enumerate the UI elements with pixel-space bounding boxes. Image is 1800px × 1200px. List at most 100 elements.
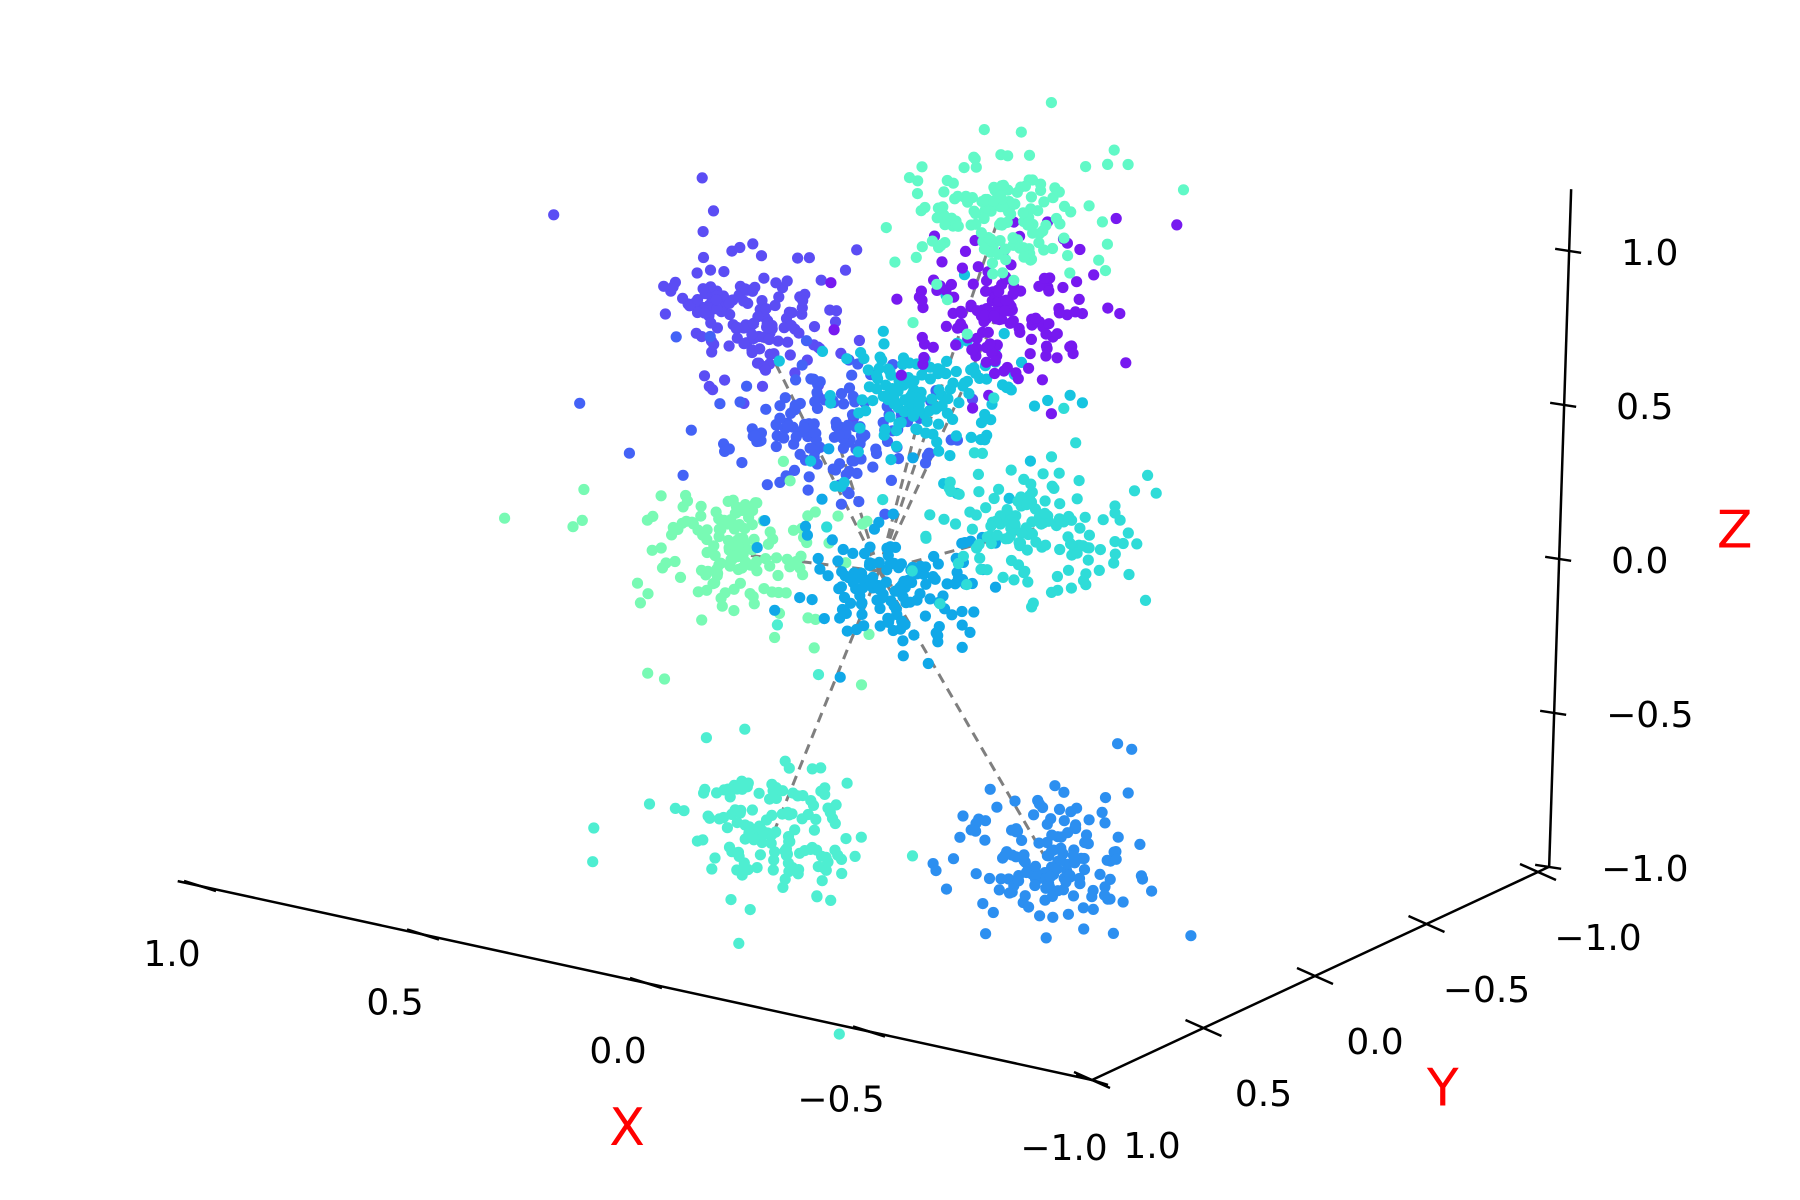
data-point (760, 303, 772, 315)
data-point (895, 416, 907, 429)
data-point (1040, 328, 1052, 340)
data-point (974, 552, 986, 564)
data-point (978, 124, 990, 136)
data-point (871, 594, 883, 606)
z-tick-label: 0.5 (1616, 387, 1673, 428)
data-point (929, 573, 941, 585)
data-point (759, 553, 772, 565)
data-point (970, 868, 982, 880)
data-point (748, 317, 760, 329)
data-point (806, 373, 818, 385)
data-point (811, 402, 824, 414)
data-point (728, 523, 741, 535)
data-point (931, 278, 943, 290)
data-point (811, 890, 823, 902)
data-point (897, 635, 909, 647)
data-point (849, 850, 861, 863)
data-point (820, 864, 832, 876)
data-point (848, 455, 860, 467)
data-point (873, 556, 885, 569)
data-point (982, 326, 994, 338)
data-point (734, 241, 746, 254)
data-point (976, 447, 989, 459)
data-point (733, 850, 745, 863)
data-point (723, 841, 736, 853)
data-point (1073, 475, 1085, 487)
data-point (1024, 348, 1036, 360)
data-point (1146, 885, 1158, 897)
data-point (828, 324, 840, 336)
y-tick-label: 0.0 (1346, 1022, 1403, 1063)
data-point (874, 602, 886, 615)
data-point (1108, 144, 1120, 156)
data-point (945, 485, 957, 497)
data-point (1083, 814, 1095, 826)
data-point (642, 588, 654, 600)
data-point (903, 172, 916, 184)
data-point (1045, 408, 1057, 420)
data-point (832, 510, 844, 522)
data-point (1035, 518, 1047, 530)
data-point (841, 353, 853, 365)
data-point (855, 679, 868, 691)
z-tick-label: −1.0 (1601, 849, 1688, 890)
data-point (1049, 780, 1061, 792)
data-point (715, 557, 727, 569)
data-point (1078, 852, 1090, 865)
data-point (1045, 451, 1058, 463)
data-point (888, 398, 900, 410)
data-point (822, 570, 834, 582)
data-point (814, 563, 826, 575)
data-point (999, 305, 1011, 317)
data-point (911, 423, 923, 436)
data-point (769, 604, 781, 616)
data-point (941, 578, 953, 590)
data-point (1028, 400, 1041, 412)
data-point (731, 783, 743, 795)
data-point (797, 295, 809, 307)
data-point (834, 671, 846, 683)
data-point (1086, 891, 1098, 903)
data-point (659, 308, 672, 320)
data-point (981, 373, 993, 385)
data-point (749, 281, 761, 293)
data-point (965, 364, 977, 376)
data-point (743, 511, 755, 524)
data-point (1134, 838, 1146, 851)
data-point (754, 343, 766, 355)
data-point (1025, 191, 1037, 203)
data-point (782, 336, 794, 348)
data-point (631, 577, 644, 589)
data-point (950, 430, 962, 442)
data-point (1043, 318, 1055, 330)
data-point (1038, 272, 1050, 284)
data-point (973, 538, 985, 551)
data-point (965, 219, 977, 231)
data-point (924, 509, 936, 521)
data-point (923, 448, 936, 460)
data-point (1014, 326, 1026, 338)
data-point (993, 285, 1005, 298)
data-point (767, 864, 779, 876)
data-point (1117, 537, 1129, 550)
data-point (784, 349, 796, 361)
data-point (967, 278, 979, 290)
data-point (932, 636, 944, 648)
data-point (854, 422, 866, 434)
data-point (739, 499, 751, 511)
data-point (1099, 792, 1112, 804)
data-point (1109, 507, 1121, 519)
data-point (1003, 492, 1015, 504)
data-point (1101, 854, 1113, 866)
data-point (983, 872, 996, 885)
data-point (1099, 265, 1112, 277)
data-point (802, 510, 814, 522)
data-point (833, 1028, 845, 1040)
data-point (730, 501, 743, 513)
data-point (851, 467, 863, 479)
data-point (872, 373, 884, 385)
data-point (707, 384, 719, 396)
data-point (927, 341, 939, 353)
data-point (885, 454, 897, 466)
data-point (1012, 373, 1024, 385)
